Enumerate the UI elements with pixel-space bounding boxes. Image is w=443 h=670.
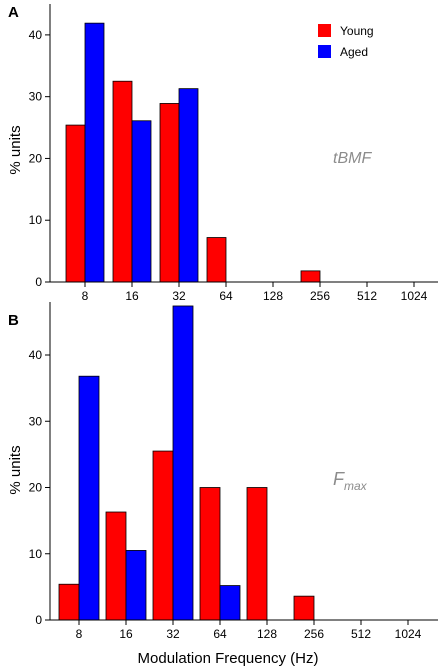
bar-young-32 <box>159 103 180 283</box>
bar-young-32 <box>152 450 174 621</box>
bar-young-64 <box>199 487 221 621</box>
legend-young-swatch <box>318 24 331 37</box>
x-tick-label: 512 <box>351 627 371 641</box>
x-axis-label: Modulation Frequency (Hz) <box>138 650 319 667</box>
bar-young-16 <box>112 80 133 283</box>
bar-aged-8 <box>84 22 105 283</box>
panel-a-plot: 0 10 20 30 40 8 16 32 64 128 256 512 1024 <box>29 4 438 303</box>
x-tick-label: 16 <box>119 627 133 641</box>
x-tick-label: 8 <box>76 627 83 641</box>
y-tick-label: 40 <box>29 348 43 362</box>
y-tick-label: 40 <box>29 28 43 42</box>
y-tick-label: 30 <box>29 90 43 104</box>
x-tick-label: 32 <box>166 627 180 641</box>
y-tick-label: 20 <box>29 151 43 165</box>
x-tick-label: 256 <box>304 627 324 641</box>
panel-a-y-axis-label: % units <box>7 125 24 174</box>
x-tick-label: 64 <box>213 627 227 641</box>
bar-young-128 <box>246 487 268 621</box>
legend-young-label: Young <box>340 24 374 38</box>
bar-aged-16 <box>125 550 147 621</box>
x-tick-label: 128 <box>257 627 277 641</box>
y-tick-label: 10 <box>29 547 43 561</box>
x-tick-label: 512 <box>357 289 377 303</box>
panel-a: A % units tBMF Young Aged <box>7 4 374 175</box>
bar-young-8 <box>58 583 80 621</box>
bar-aged-64 <box>219 585 241 621</box>
bar-young-256 <box>300 270 321 283</box>
bar-young-8 <box>65 124 86 283</box>
x-tick-label: 8 <box>82 289 89 303</box>
x-tick-label: 256 <box>310 289 330 303</box>
panel-b-plot: 0 10 20 30 40 8 16 32 64 128 256 512 1024 <box>29 302 438 641</box>
y-tick-label: 0 <box>35 613 42 627</box>
panel-b-annotation-sub: max <box>344 479 368 493</box>
y-tick-label: 0 <box>35 275 42 289</box>
x-tick-label: 16 <box>125 289 139 303</box>
bar-aged-16 <box>131 120 152 283</box>
y-tick-label: 10 <box>29 213 43 227</box>
bar-young-16 <box>105 511 127 621</box>
bar-aged-8 <box>78 375 100 621</box>
panel-b-annotation: Fmax <box>333 469 368 493</box>
bar-young-64 <box>206 237 227 283</box>
x-tick-label: 1024 <box>401 289 428 303</box>
bar-aged-32 <box>178 88 199 283</box>
panel-a-label: A <box>8 4 19 21</box>
bar-young-256 <box>293 595 315 621</box>
y-tick-label: 30 <box>29 414 43 428</box>
panel-b-label: B <box>8 312 19 329</box>
panel-b-y-axis-label: % units <box>7 445 24 494</box>
x-tick-label: 32 <box>172 289 186 303</box>
x-tick-label: 64 <box>219 289 233 303</box>
bar-aged-32 <box>172 305 194 621</box>
y-tick-label: 20 <box>29 481 43 495</box>
panel-a-legend: Young Aged <box>318 24 374 59</box>
panel-b-annotation-main: F <box>333 469 345 489</box>
x-tick-label: 1024 <box>395 627 422 641</box>
panel-b: B % units Fmax <box>7 312 368 495</box>
legend-aged-swatch <box>318 45 331 58</box>
x-tick-label: 128 <box>263 289 283 303</box>
legend-aged-label: Aged <box>340 45 368 59</box>
panel-a-annotation: tBMF <box>333 150 372 167</box>
